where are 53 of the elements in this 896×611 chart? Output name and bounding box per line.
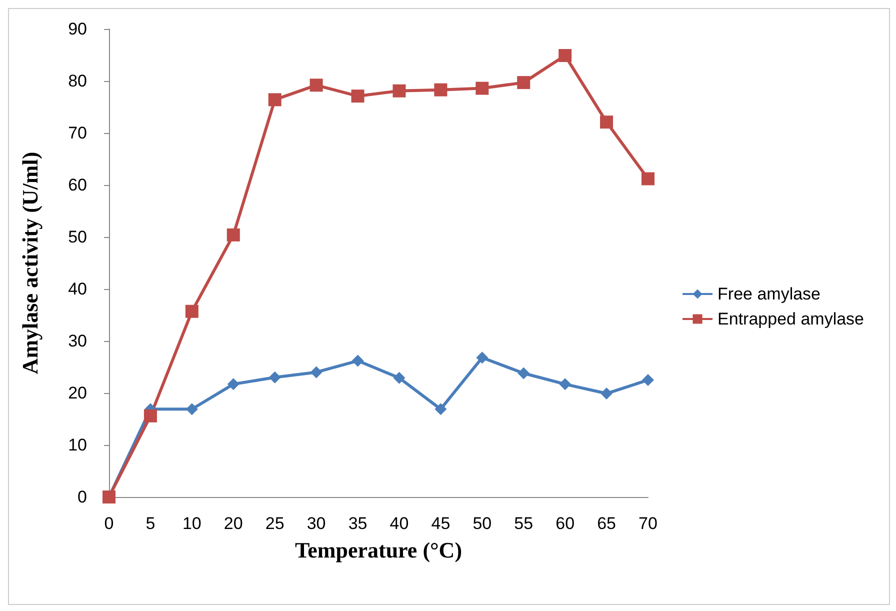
point <box>600 116 614 129</box>
point <box>392 84 406 98</box>
point <box>434 403 447 416</box>
point <box>517 76 530 90</box>
point <box>226 228 240 242</box>
x-tick-label: 55 <box>514 514 534 533</box>
point <box>559 378 572 390</box>
point <box>310 366 322 378</box>
point <box>642 172 654 186</box>
point <box>393 372 406 384</box>
y-tick-label: 50 <box>68 228 87 246</box>
point <box>434 83 448 96</box>
point <box>268 371 281 384</box>
point <box>558 49 572 62</box>
legend-label: Entrapped amylase <box>718 310 864 328</box>
x-tick-label: 5 <box>146 514 156 533</box>
y-tick-label: 40 <box>68 280 87 298</box>
point <box>351 90 364 103</box>
point <box>310 78 323 92</box>
y-tick-label: 70 <box>68 124 87 142</box>
y-tick-label: 60 <box>68 176 87 194</box>
y-tick-label: 90 <box>68 20 87 38</box>
point <box>144 409 157 422</box>
y-tick-label: 10 <box>68 436 87 454</box>
x-tick-label: 65 <box>597 514 616 533</box>
x-tick-label: 20 <box>224 514 243 533</box>
point <box>476 82 489 95</box>
x-axis-title: Temperature (°C) <box>294 538 462 562</box>
x-tick-label: 70 <box>638 514 658 533</box>
y-tick-label: 20 <box>68 384 87 402</box>
point <box>352 354 364 367</box>
point <box>476 352 488 364</box>
point <box>642 374 654 386</box>
x-tick-label: 50 <box>472 514 492 533</box>
y-tick-label: 80 <box>68 72 87 90</box>
point <box>185 304 198 318</box>
x-tick-label: 35 <box>348 514 368 533</box>
x-tick-label: 0 <box>104 514 114 533</box>
x-tick-label: 60 <box>556 514 575 533</box>
x-tick-label: 40 <box>390 514 409 533</box>
y-tick-label: 0 <box>78 488 87 506</box>
x-tick-label: 25 <box>265 514 284 533</box>
point <box>227 378 240 390</box>
point <box>518 367 530 380</box>
point <box>186 403 198 416</box>
point <box>268 93 282 106</box>
point <box>600 388 613 400</box>
y-axis-title: Amylase activity (U/ml) <box>18 152 42 374</box>
y-tick-label: 30 <box>68 332 87 350</box>
x-tick-label: 45 <box>431 514 450 533</box>
x-tick-label: 30 <box>306 514 326 533</box>
legend-label: Free amylase <box>718 284 821 304</box>
x-tick-label: 10 <box>182 514 202 533</box>
